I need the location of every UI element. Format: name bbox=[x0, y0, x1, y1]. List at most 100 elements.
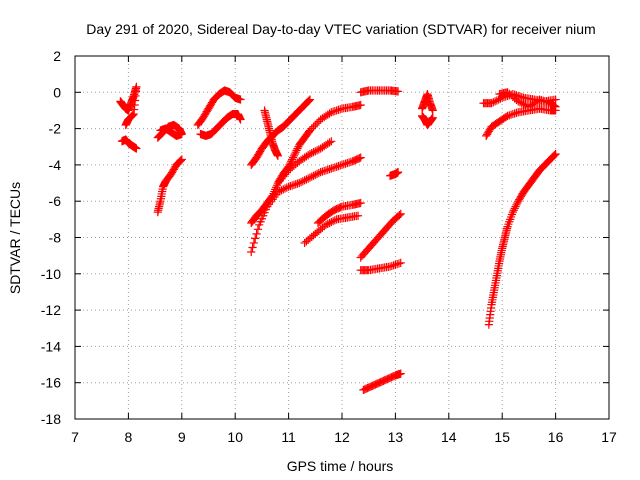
data-point bbox=[305, 95, 315, 104]
data-point bbox=[393, 168, 403, 177]
data-series bbox=[116, 82, 141, 130]
data-point bbox=[311, 120, 320, 130]
y-tick-label: -2 bbox=[49, 121, 62, 137]
data-point bbox=[312, 119, 322, 128]
data-point bbox=[343, 158, 352, 168]
data-point bbox=[132, 144, 141, 153]
data-series bbox=[153, 120, 186, 142]
x-tick-label: 13 bbox=[388, 429, 404, 445]
x-tick-label: 17 bbox=[601, 429, 617, 445]
data-point bbox=[428, 106, 437, 115]
data-point bbox=[502, 112, 511, 121]
data-series bbox=[484, 149, 560, 329]
data-point bbox=[156, 126, 165, 135]
data-point bbox=[289, 180, 299, 189]
data-point bbox=[260, 208, 269, 217]
x-axis-label: GPS time / hours bbox=[287, 458, 394, 474]
data-points bbox=[116, 82, 560, 395]
y-tick-label: -10 bbox=[41, 266, 61, 282]
x-tick-label: 15 bbox=[494, 429, 510, 445]
data-point bbox=[256, 217, 265, 226]
y-tick-label: -4 bbox=[49, 157, 62, 173]
data-point bbox=[304, 96, 314, 105]
data-series bbox=[418, 111, 437, 130]
data-series bbox=[356, 258, 405, 275]
data-point bbox=[356, 153, 365, 162]
data-series bbox=[260, 106, 283, 160]
data-point bbox=[512, 108, 521, 117]
data-point bbox=[396, 369, 405, 378]
data-series bbox=[495, 88, 560, 111]
data-point bbox=[273, 151, 283, 160]
data-series bbox=[153, 155, 186, 217]
data-series bbox=[356, 209, 405, 262]
data-series bbox=[313, 198, 365, 228]
data-point bbox=[176, 156, 186, 165]
data-point bbox=[551, 106, 560, 115]
data-series bbox=[356, 86, 403, 97]
data-point bbox=[257, 214, 266, 223]
y-tick-label: -18 bbox=[41, 411, 61, 427]
data-point bbox=[248, 243, 257, 252]
data-point bbox=[537, 96, 546, 105]
data-point bbox=[551, 95, 560, 104]
data-point bbox=[249, 238, 258, 248]
data-point bbox=[247, 247, 256, 257]
data-point bbox=[341, 159, 350, 168]
y-axis-label: SDTVAR / TECUs bbox=[7, 182, 23, 294]
x-tick-label: 11 bbox=[281, 429, 296, 445]
y-tick-label: 0 bbox=[53, 84, 61, 100]
y-tick-label: -8 bbox=[49, 230, 62, 246]
data-point bbox=[330, 163, 339, 172]
data-point bbox=[508, 109, 517, 119]
data-point bbox=[327, 164, 336, 173]
data-point bbox=[323, 165, 332, 174]
data-point bbox=[394, 259, 404, 268]
data-series bbox=[359, 369, 405, 395]
axis-ticks: 7 8 9 10 11 12 13 14 15 16 17 2 0 -2 -4 -6 -8 -10 -12 -14 -1… bbox=[41, 48, 617, 445]
y-tick-label: -6 bbox=[49, 193, 62, 209]
data-point bbox=[550, 150, 559, 160]
data-point bbox=[355, 154, 364, 163]
data-series bbox=[273, 137, 336, 188]
data-point bbox=[385, 262, 395, 271]
data-point bbox=[391, 260, 400, 269]
data-point bbox=[336, 105, 345, 114]
data-point bbox=[334, 105, 343, 114]
data-point bbox=[336, 203, 345, 212]
data-point bbox=[329, 163, 338, 173]
data-point bbox=[332, 162, 341, 171]
data-point bbox=[253, 225, 262, 234]
data-series bbox=[247, 153, 365, 257]
data-point bbox=[236, 115, 245, 124]
data-point bbox=[321, 166, 331, 175]
data-point bbox=[336, 161, 345, 170]
x-tick-label: 14 bbox=[441, 429, 457, 445]
data-series bbox=[385, 168, 403, 180]
data-point bbox=[337, 160, 347, 169]
x-tick-label: 10 bbox=[227, 429, 243, 445]
data-point bbox=[393, 87, 403, 96]
data-point bbox=[396, 258, 405, 268]
data-point bbox=[539, 96, 548, 105]
data-point bbox=[356, 198, 365, 208]
data-point bbox=[252, 229, 261, 238]
data-series bbox=[196, 109, 245, 140]
data-point bbox=[396, 209, 405, 219]
data-point bbox=[393, 260, 402, 269]
data-point bbox=[395, 211, 404, 220]
data-point bbox=[353, 211, 363, 220]
x-tick-label: 12 bbox=[334, 429, 350, 445]
data-series bbox=[482, 104, 560, 140]
data-series bbox=[117, 135, 141, 153]
y-tick-label: 2 bbox=[53, 48, 61, 64]
x-tick-label: 9 bbox=[178, 429, 186, 445]
x-tick-label: 8 bbox=[125, 429, 133, 445]
data-point bbox=[251, 234, 260, 243]
data-point bbox=[334, 162, 343, 171]
data-point bbox=[259, 211, 268, 220]
data-point bbox=[177, 155, 186, 164]
data-point bbox=[121, 120, 130, 130]
data-point bbox=[325, 165, 334, 174]
